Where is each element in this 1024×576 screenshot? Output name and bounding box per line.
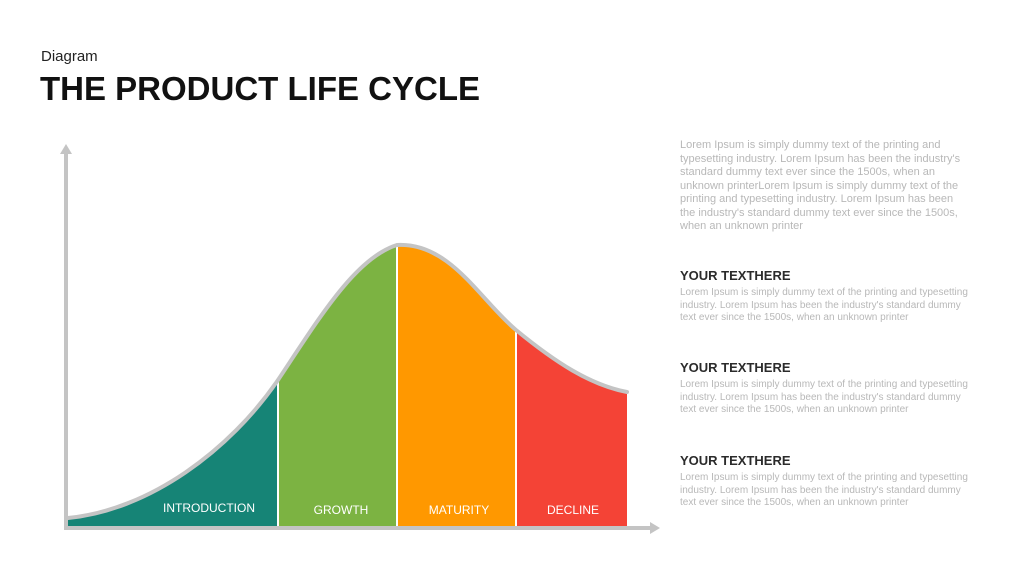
- text-section-1: YOUR TEXTHERE Lorem Ipsum is simply dumm…: [680, 268, 970, 325]
- stage-label-decline: DECLINE: [547, 503, 599, 517]
- stage-decline: [516, 330, 627, 526]
- stage-maturity: [397, 244, 516, 526]
- section-body: Lorem Ipsum is simply dummy text of the …: [680, 287, 968, 323]
- stage-growth: [278, 245, 397, 526]
- stage-label-maturity: MATURITY: [429, 503, 489, 517]
- text-section-3: YOUR TEXTHERE Lorem Ipsum is simply dumm…: [680, 453, 970, 510]
- x-axis-arrow: [650, 522, 660, 534]
- section-body: Lorem Ipsum is simply dummy text of the …: [680, 472, 968, 508]
- section-title: YOUR TEXTHERE: [680, 360, 791, 375]
- slide-subtitle: Diagram: [41, 48, 98, 65]
- slide-title: THE PRODUCT LIFE CYCLE: [40, 70, 481, 107]
- intro-paragraph: Lorem Ipsum is simply dummy text of the …: [680, 139, 961, 232]
- y-axis-arrow: [60, 144, 72, 154]
- section-title: YOUR TEXTHERE: [680, 268, 791, 283]
- stage-label-growth: GROWTH: [314, 503, 369, 517]
- curve-outline: [66, 242, 629, 520]
- stage-label-introduction: INTRODUCTION: [163, 501, 255, 515]
- text-section-2: YOUR TEXTHERE Lorem Ipsum is simply dumm…: [680, 360, 970, 417]
- stage-introduction: [68, 380, 278, 526]
- section-title: YOUR TEXTHERE: [680, 453, 791, 468]
- section-body: Lorem Ipsum is simply dummy text of the …: [680, 379, 968, 415]
